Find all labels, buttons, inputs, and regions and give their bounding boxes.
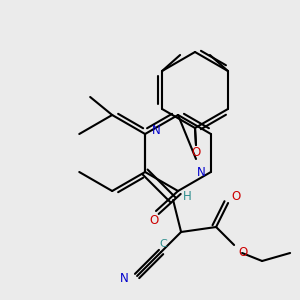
Text: N: N: [152, 124, 161, 137]
Text: C: C: [159, 239, 167, 249]
Text: O: O: [149, 214, 159, 227]
Text: N: N: [197, 166, 206, 178]
Text: H: H: [183, 190, 191, 202]
Text: O: O: [232, 190, 241, 203]
Text: N: N: [120, 272, 129, 286]
Text: O: O: [238, 247, 248, 260]
Text: O: O: [191, 146, 201, 158]
